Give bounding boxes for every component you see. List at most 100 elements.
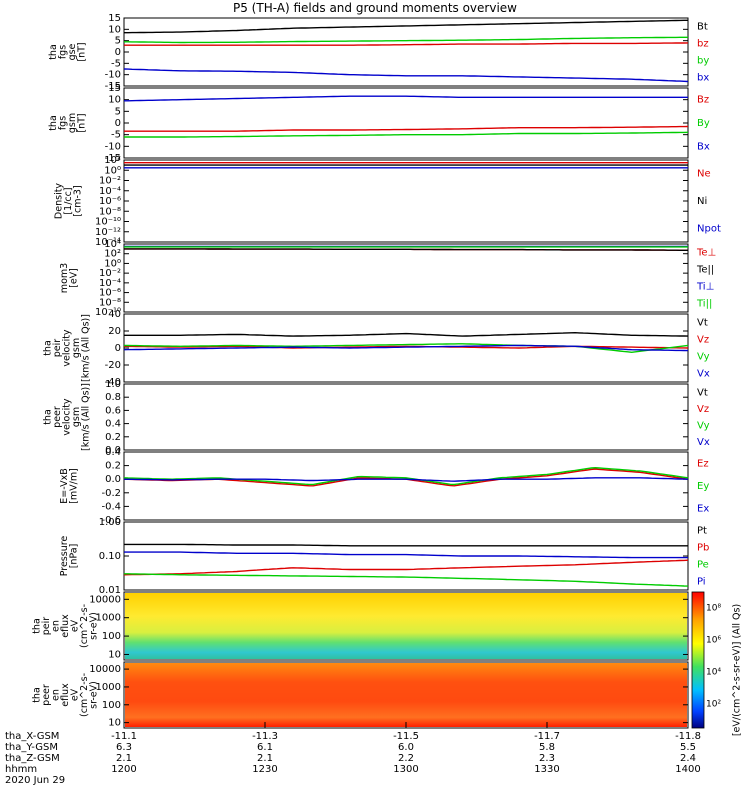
y-tick-label: 10⁻⁶ — [99, 196, 121, 207]
legend-bt: Bt — [697, 22, 708, 33]
legend-pt: Pt — [697, 526, 707, 537]
legend-vy: Vy — [697, 420, 710, 431]
y-tick-label: 10 — [108, 718, 121, 729]
x-date-label: 2020 Jun 29 — [5, 775, 65, 786]
y-tick-label: 0.2 — [105, 432, 121, 443]
legend-vx: Vx — [697, 369, 710, 380]
y-tick-label: 0.0 — [105, 474, 121, 485]
y-axis-label: [km/s (All Qs)] — [81, 314, 92, 382]
y-axis-label: [mV/m] — [69, 468, 80, 504]
y-tick-label: 10⁴ — [104, 239, 121, 250]
y-axis-label: gse — [67, 43, 78, 60]
x-row-label: tha_Z-GSM — [5, 753, 60, 764]
panel-7: 0.4 0.2 0.0 -0.2 -0.4 -0.6 E=-VxB[mV/m] Ez Ey Ex — [59, 447, 709, 526]
y-tick-label: 1.00 — [99, 517, 121, 528]
legend-ex: Ex — [697, 504, 709, 515]
colorbar-title: [eV/(cm^2-s-sr-eV)] (All Qs) — [732, 604, 743, 736]
y-tick-label: 10⁻⁸ — [99, 206, 121, 217]
y-tick-label: -40 — [105, 377, 121, 388]
x-tick-label: 1300 — [393, 764, 418, 775]
x-tick-label: 6.1 — [257, 742, 273, 753]
y-axis-label: gsm — [71, 338, 82, 358]
x-tick-label: 1330 — [534, 764, 559, 775]
y-tick-label: -5 — [111, 130, 121, 141]
y-axis-label: E=-VxB — [59, 468, 70, 503]
y-tick-label: -10 — [105, 70, 121, 81]
y-axis-label: en — [51, 689, 62, 701]
legend-bx: bx — [697, 73, 709, 84]
heatmap-spectrogram — [125, 663, 687, 727]
x-tick-label: -11.8 — [675, 731, 701, 742]
x-tick-label: 2.1 — [257, 753, 273, 764]
legend-ti⊥: Ti⊥ — [696, 282, 714, 293]
x-tick-label: 2.1 — [116, 753, 132, 764]
colorbar-label: 10⁶ — [706, 636, 721, 646]
y-tick-label: 10⁰ — [104, 258, 121, 269]
legend-npot: Npot — [697, 223, 721, 234]
y-tick-label: 10⁻¹⁰ — [95, 217, 121, 228]
panel-9: 10000 1000 100 10 thapeirenefluxeV(cm^2-s-sr… — [32, 591, 689, 661]
y-tick-label: 0.4 — [105, 447, 121, 458]
y-axis-label: [nT] — [77, 113, 88, 132]
series-bx — [124, 95, 688, 102]
y-tick-label: -0.4 — [101, 501, 121, 512]
x-tick-label: -11.5 — [393, 731, 419, 742]
y-tick-label: 0.10 — [99, 551, 121, 562]
y-axis-label: tha — [48, 44, 59, 60]
y-tick-label: 0.0 — [105, 445, 121, 456]
y-axis-label: tha — [32, 687, 43, 703]
series-by — [124, 131, 689, 138]
panel-frame — [123, 451, 689, 521]
y-axis-label: tha — [48, 115, 59, 131]
legend-te||: Te|| — [696, 265, 714, 276]
y-axis-label: sr-eV) — [89, 681, 100, 709]
x-tick-label: 1200 — [111, 764, 136, 775]
x-tick-label: 6.0 — [398, 742, 414, 753]
series-by — [124, 36, 688, 44]
series-vt — [124, 331, 689, 337]
y-tick-label: 10² — [104, 155, 121, 166]
y-axis-label: sr-eV) — [89, 612, 100, 640]
y-axis-label: peir — [41, 617, 52, 636]
panel-8: 1.00 0.10 0.01 Pressure[nPa] Pt Pb Pe Pi — [59, 517, 709, 596]
colorbar-label: 10⁸ — [706, 604, 721, 614]
y-tick-label: 10 — [108, 95, 121, 106]
x-tick-label: -11.7 — [534, 731, 560, 742]
series-bt — [124, 19, 688, 34]
y-axis-label: en — [51, 620, 62, 632]
series-bz — [124, 42, 689, 46]
x-tick-label: 2.4 — [680, 753, 696, 764]
y-tick-label: -10 — [105, 141, 121, 152]
series-vx — [123, 344, 689, 352]
legend-pe: Pe — [697, 560, 709, 571]
y-tick-label: 0.2 — [105, 461, 121, 472]
y-tick-label: 10000 — [89, 594, 121, 605]
y-axis-label: velocity — [62, 398, 73, 436]
y-tick-label: 10⁻¹² — [95, 227, 121, 238]
panel-frame — [123, 383, 689, 451]
x-row-label: tha_X-GSM — [5, 731, 59, 742]
legend-bz: bz — [697, 39, 709, 50]
legend-ti||: Ti|| — [696, 299, 712, 310]
y-tick-label: 0.01 — [99, 585, 121, 596]
y-tick-label: 100 — [102, 700, 121, 711]
series-pb — [123, 559, 689, 576]
legend-vt: Vt — [697, 318, 708, 329]
y-axis-label: gsm — [67, 113, 78, 133]
y-tick-label: 10⁻⁶ — [99, 288, 121, 299]
y-axis-label: [eV] — [69, 268, 80, 288]
panel-6: 1.0 0.8 0.6 0.4 0.2 0.0 thapeervelocitygsm[km/… — [43, 379, 710, 456]
y-axis-label: tha — [43, 340, 54, 356]
legend-vz: Vz — [697, 404, 709, 415]
y-axis-label: fgs — [58, 45, 69, 59]
y-axis-label: (cm^2-s- — [79, 673, 90, 717]
y-axis-label: fgs — [58, 116, 69, 130]
y-tick-label: 10⁻⁴ — [99, 186, 121, 197]
y-tick-label: 0.8 — [105, 392, 121, 403]
series-pi — [124, 551, 688, 559]
series-pe — [124, 573, 689, 587]
series-vy — [123, 343, 689, 354]
y-tick-label: 10⁻² — [99, 268, 121, 279]
